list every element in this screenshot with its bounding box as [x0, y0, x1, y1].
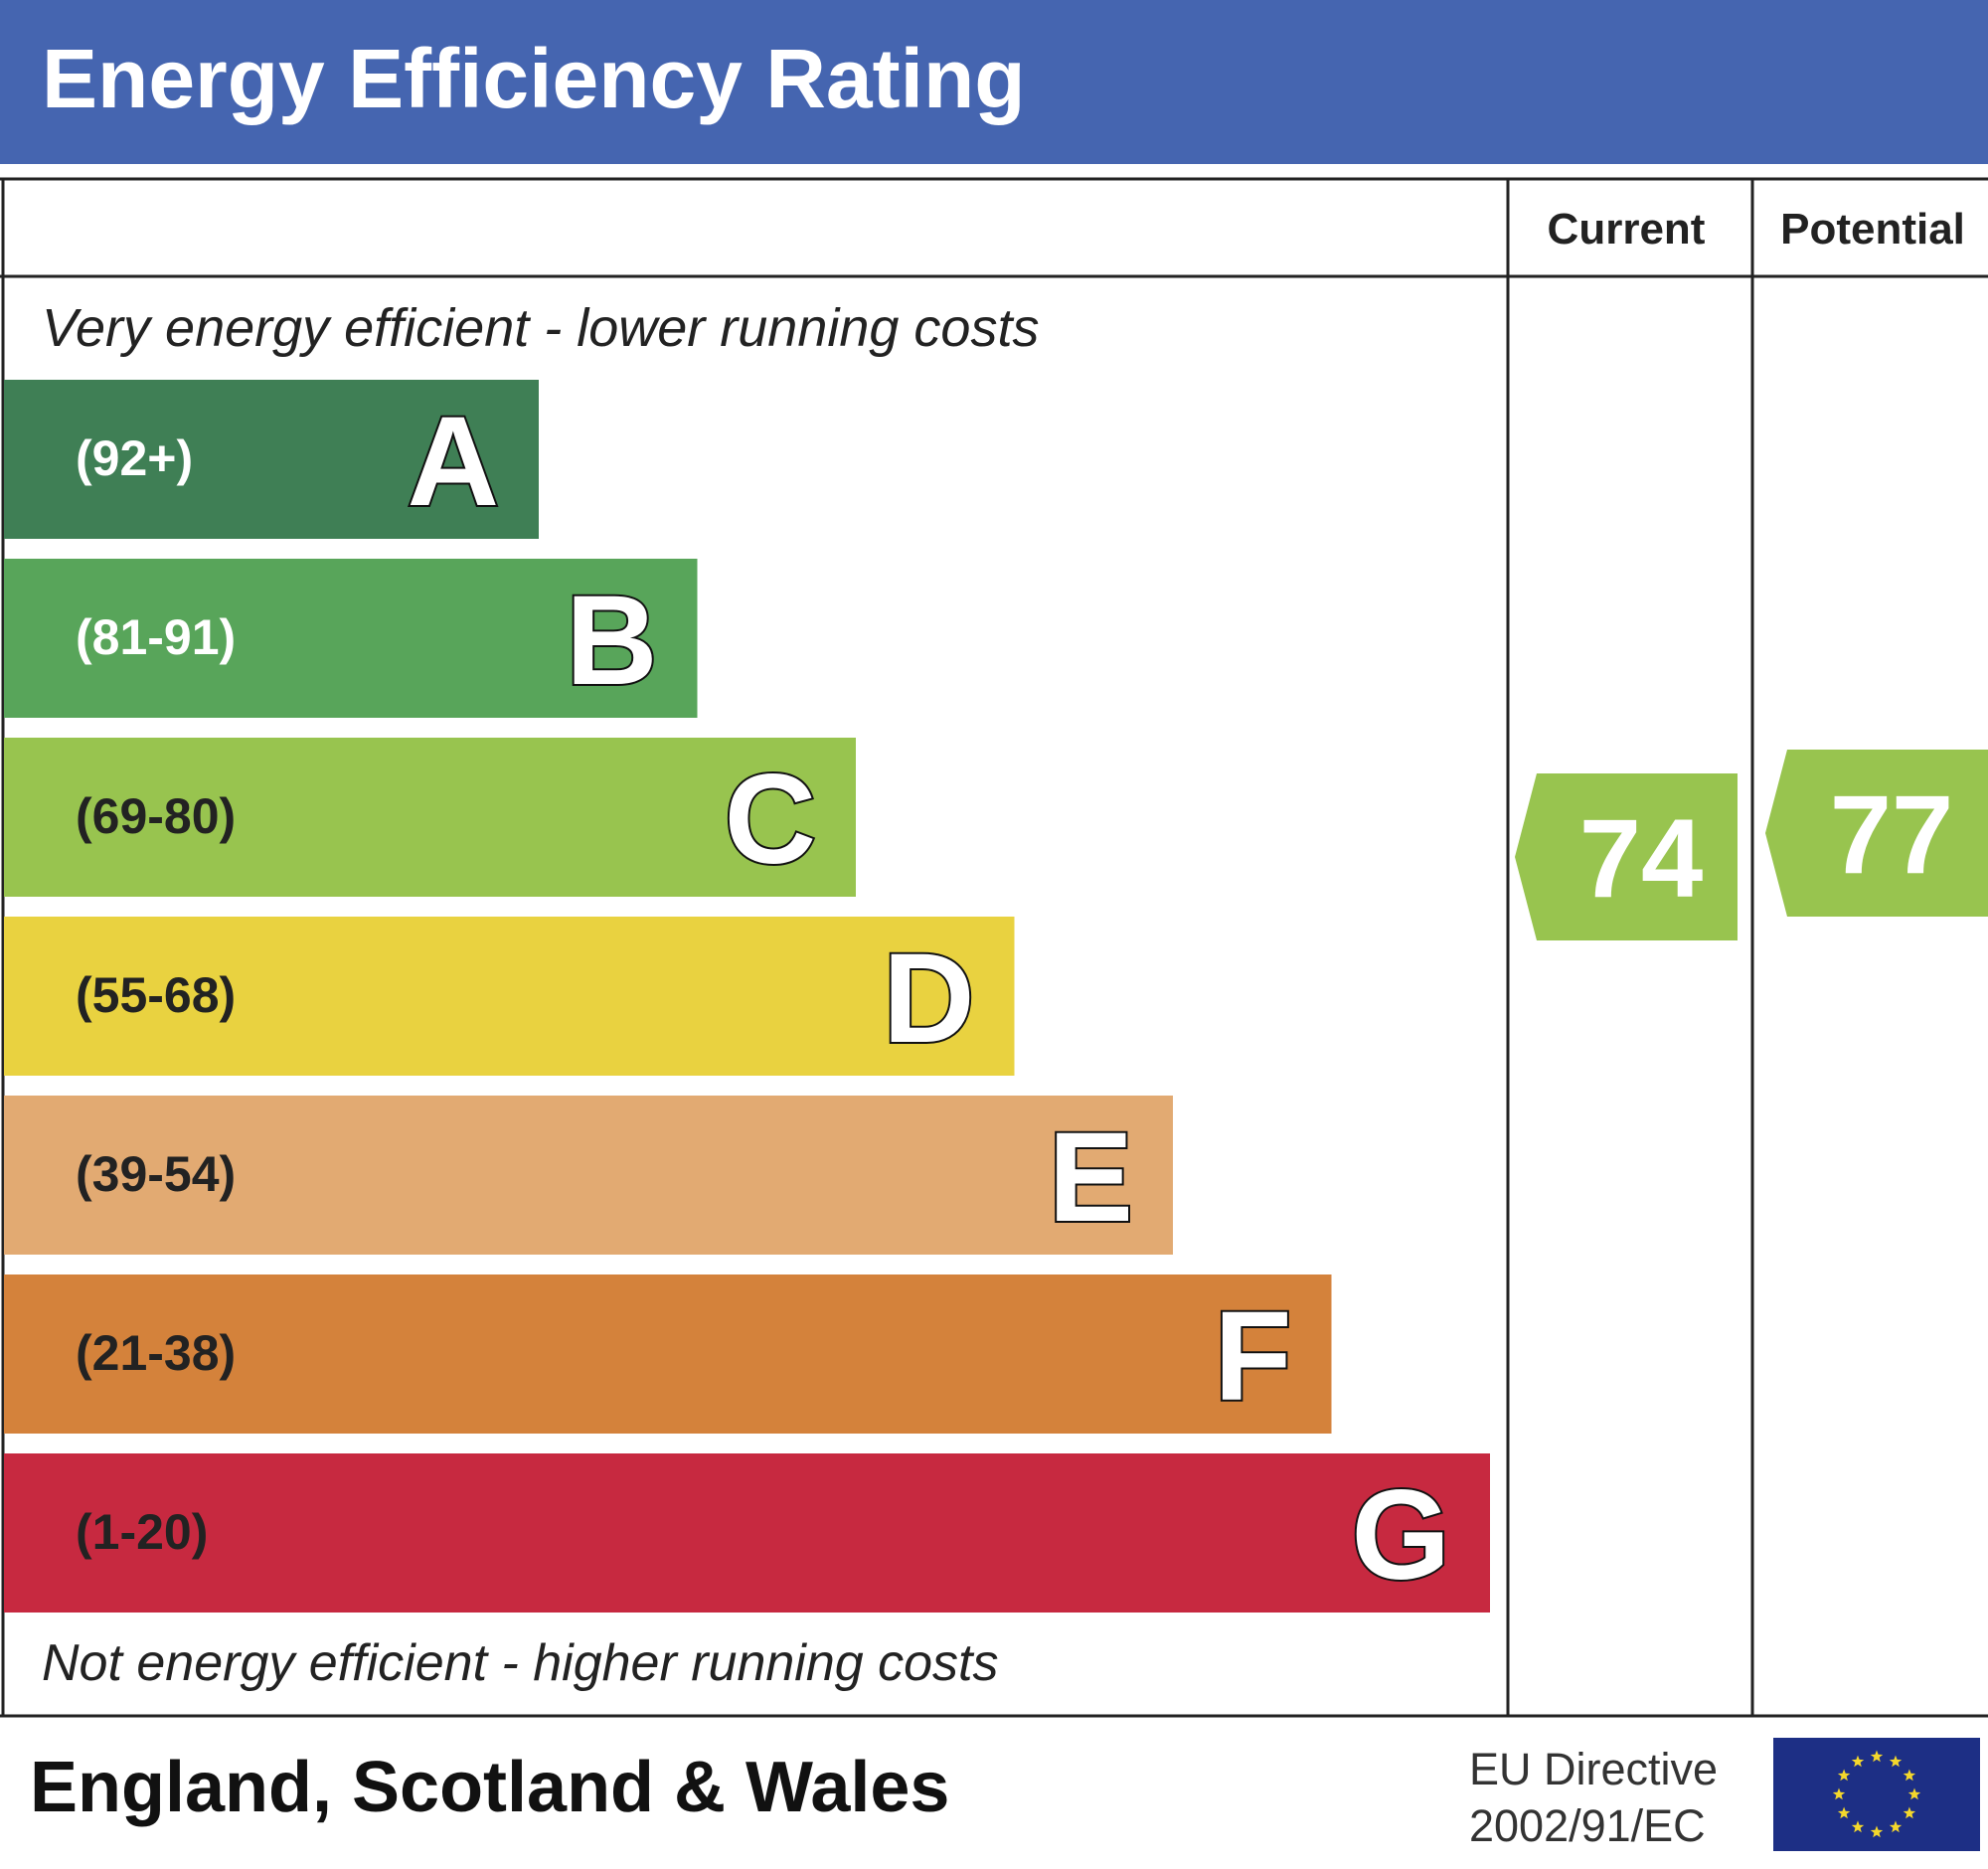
- eu-star-icon: [1903, 1806, 1916, 1819]
- eu-star-icon: [1851, 1820, 1865, 1833]
- band-d: (55-68) D: [4, 917, 1015, 1076]
- band-letter: E: [1049, 1106, 1133, 1249]
- band-letter: D: [883, 928, 974, 1070]
- potential-rating: 77: [1765, 750, 1988, 917]
- band-c: (69-80) C: [4, 738, 856, 897]
- region-label: England, Scotland & Wales: [30, 1748, 949, 1827]
- band-bar-f: [4, 1274, 1332, 1434]
- band-letter: F: [1214, 1285, 1291, 1428]
- band-bar-c: [4, 738, 856, 897]
- band-g: (1-20) G: [4, 1453, 1490, 1613]
- band-bar-d: [4, 917, 1015, 1076]
- band-f: (21-38) F: [4, 1274, 1332, 1434]
- eu-star-icon: [1889, 1755, 1903, 1768]
- rating-bands: (92+) A (81-91) B (69-80) C (55-68) D (39-54) E (2…: [4, 380, 1490, 1613]
- band-e: (39-54) E: [4, 1096, 1173, 1255]
- current-rating: 74: [1515, 773, 1738, 940]
- current-rating-arrow: [1515, 773, 1738, 940]
- band-range-label: (39-54): [76, 1146, 236, 1202]
- band-range-label: (21-38): [76, 1325, 236, 1381]
- eu-flag-icon: [1773, 1738, 1980, 1851]
- band-range-label: (55-68): [76, 967, 236, 1023]
- eu-star-icon: [1870, 1825, 1884, 1838]
- band-letter: A: [408, 391, 499, 533]
- eu-star-icon: [1837, 1769, 1851, 1782]
- potential-rating-value: 77: [1830, 772, 1954, 897]
- header-bar: [0, 0, 1988, 164]
- band-bar-e: [4, 1096, 1173, 1255]
- page-title: Energy Efficiency Rating: [42, 32, 1026, 125]
- eu-star-icon: [1832, 1787, 1846, 1800]
- band-letter: B: [566, 570, 657, 712]
- band-range-label: (69-80): [76, 788, 236, 844]
- band-bar-a: [4, 380, 539, 539]
- band-letter: G: [1351, 1464, 1450, 1607]
- eu-directive-number: 2002/91/EC: [1469, 1800, 1706, 1851]
- band-b: (81-91) B: [4, 559, 698, 718]
- band-range-label: (1-20): [76, 1504, 208, 1560]
- eu-star-icon: [1907, 1787, 1921, 1800]
- band-letter: C: [725, 749, 816, 891]
- table-frame: [0, 177, 1988, 1718]
- top-caption: Very energy efficient - lower running co…: [42, 298, 1039, 358]
- potential-rating-arrow: [1765, 750, 1988, 917]
- band-a: (92+) A: [4, 380, 539, 539]
- eu-star-icon: [1851, 1755, 1865, 1768]
- eu-directive-label: EU Directive: [1469, 1744, 1718, 1794]
- eu-star-icon: [1870, 1750, 1884, 1763]
- band-bar-b: [4, 559, 698, 718]
- current-rating-value: 74: [1579, 796, 1704, 921]
- current-column-header: Current: [1548, 205, 1706, 254]
- eu-star-icon: [1889, 1820, 1903, 1833]
- eu-star-icon: [1837, 1806, 1851, 1819]
- rating-markers: 74 77: [1515, 750, 1988, 940]
- band-bar-g: [4, 1453, 1490, 1613]
- eu-star-icon: [1903, 1769, 1916, 1782]
- potential-column-header: Potential: [1780, 205, 1965, 254]
- band-range-label: (81-91): [76, 609, 236, 665]
- band-range-label: (92+): [76, 430, 193, 486]
- bottom-caption: Not energy efficient - higher running co…: [42, 1634, 999, 1692]
